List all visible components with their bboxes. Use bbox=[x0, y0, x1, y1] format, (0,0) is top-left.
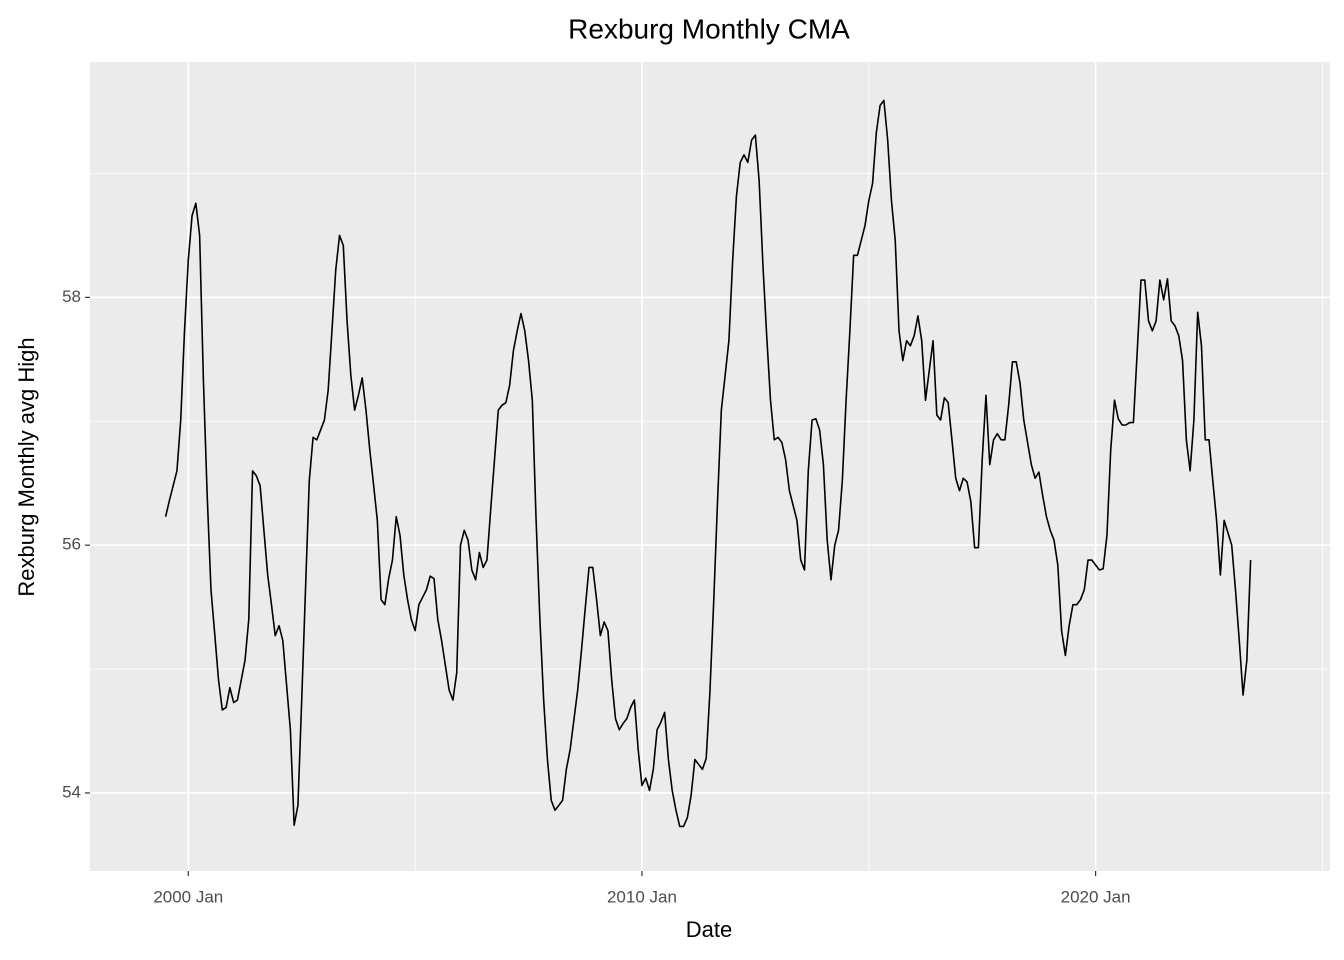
y-tick-label: 58 bbox=[62, 287, 81, 306]
chart-title: Rexburg Monthly CMA bbox=[568, 13, 850, 44]
y-tick-label: 56 bbox=[62, 535, 81, 554]
x-tick-label: 2020 Jan bbox=[1061, 887, 1131, 906]
x-tick-label: 2010 Jan bbox=[607, 887, 677, 906]
grid bbox=[90, 62, 1330, 871]
x-tick-label: 2000 Jan bbox=[153, 887, 223, 906]
panel bbox=[90, 62, 1330, 871]
y-tick-label: 54 bbox=[62, 782, 81, 801]
axes: 54 56 58 2000 Jan 2010 Jan 2020 Jan bbox=[62, 287, 1131, 907]
y-axis-title: Rexburg Monthly avg High bbox=[14, 337, 39, 596]
marks bbox=[164, 99, 1252, 828]
data-line bbox=[164, 99, 1252, 828]
x-axis-title: Date bbox=[686, 917, 732, 942]
